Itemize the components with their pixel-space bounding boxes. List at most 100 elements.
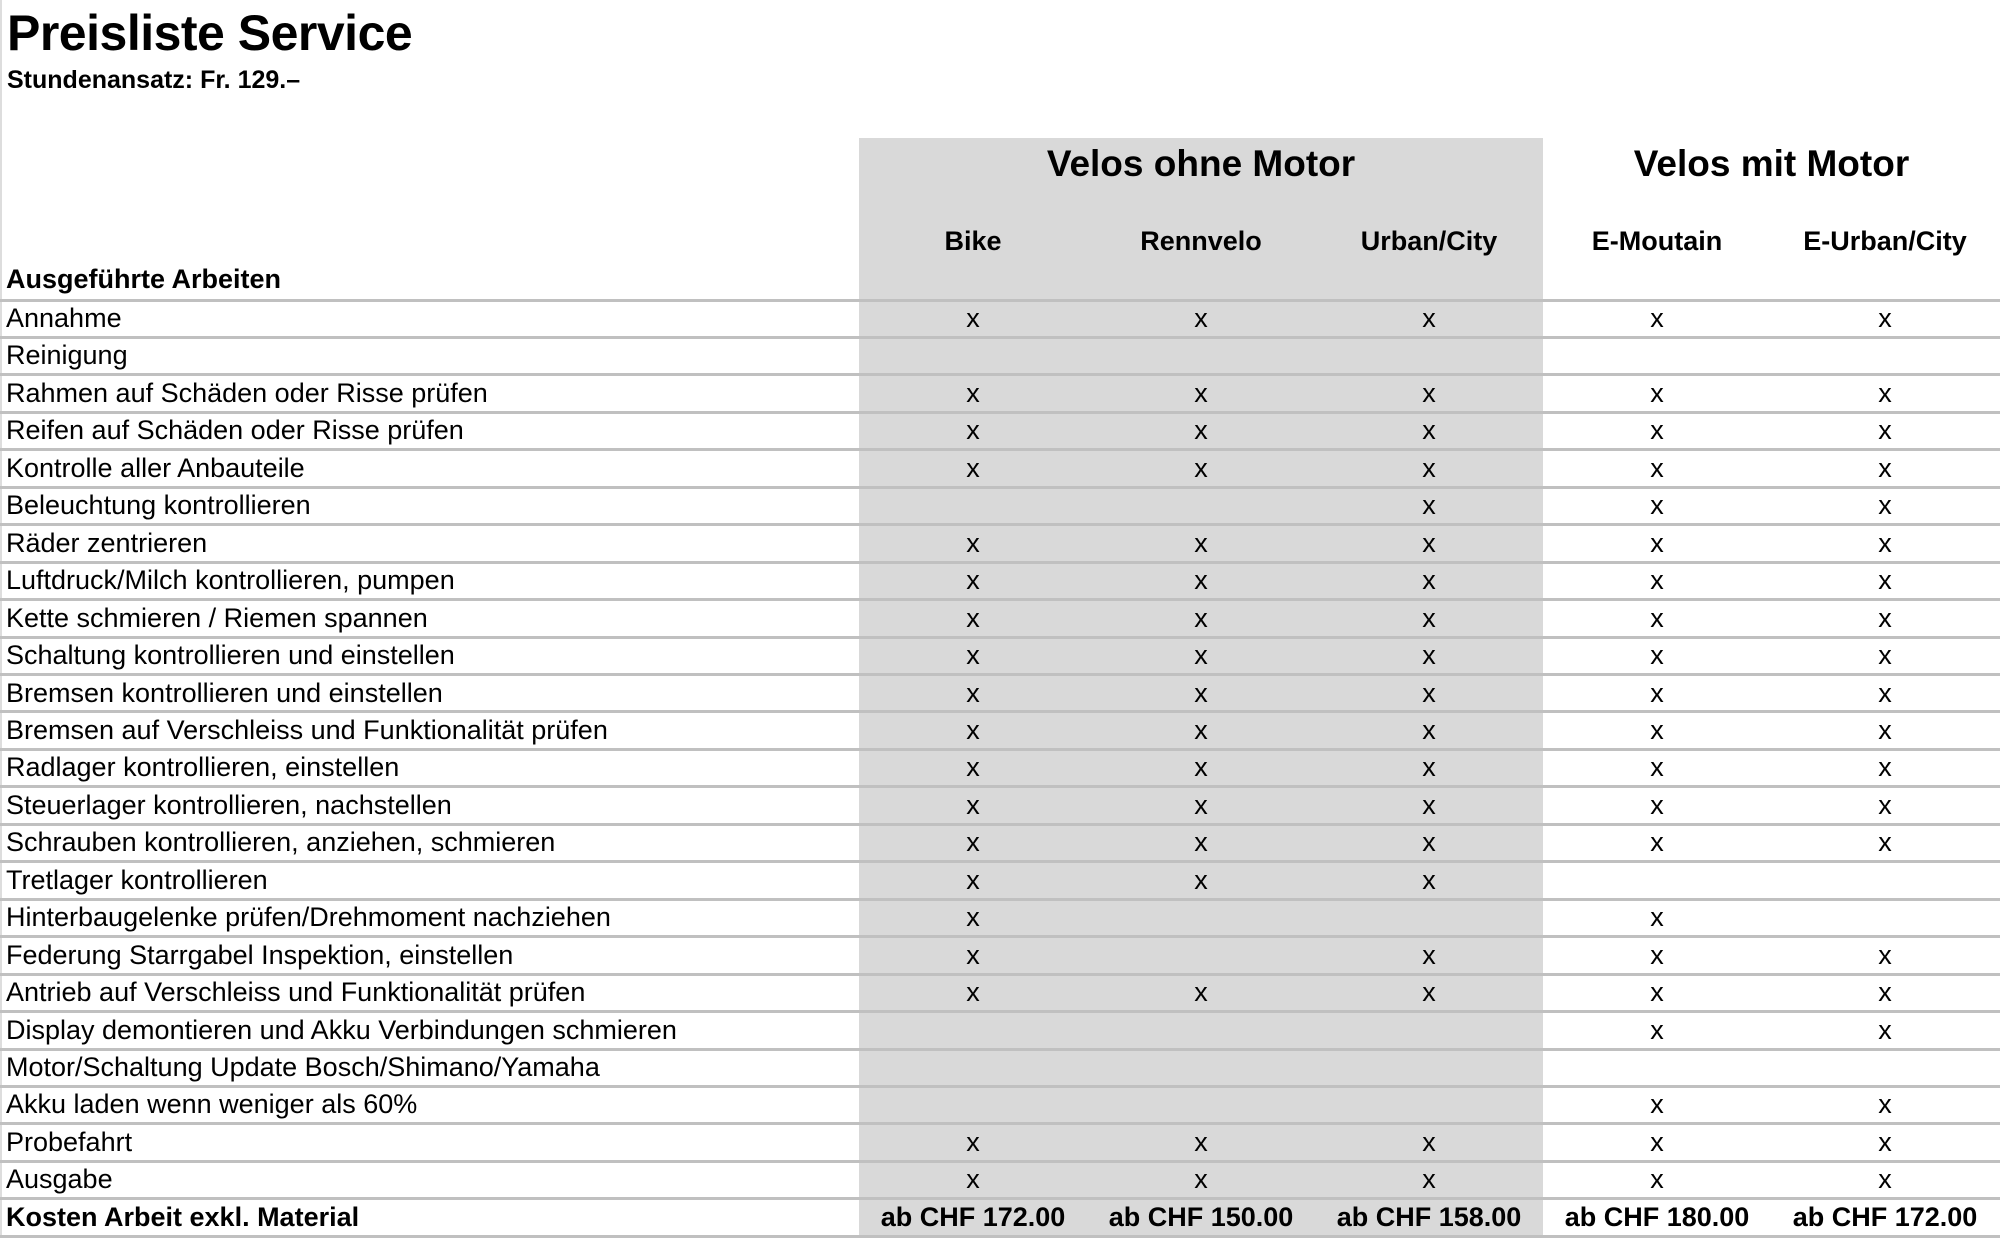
included-mark: x (1422, 377, 1436, 408)
total-price: ab CHF 158.00 (1336, 1201, 1522, 1232)
included-mark (1087, 937, 1315, 974)
included-mark: x (966, 752, 980, 783)
row-label: Ausgabe (6, 1164, 113, 1195)
included-mark: x (1650, 677, 1664, 708)
included-mark: x (1194, 565, 1208, 596)
total-price: ab CHF 172.00 (880, 1201, 1066, 1232)
included-mark: x (1650, 452, 1664, 483)
included-mark (1315, 899, 1543, 936)
included-mark (1771, 1049, 1999, 1086)
included-mark: x (966, 303, 980, 333)
row-divider (0, 560, 2000, 564)
row-label: Annahme (6, 303, 122, 333)
included-mark: x (1650, 490, 1664, 521)
included-mark: x (966, 827, 980, 858)
row-label: Tretlager kontrollieren (6, 864, 268, 895)
included-mark: x (1422, 565, 1436, 596)
included-mark: x (1650, 565, 1664, 596)
included-mark: x (1650, 714, 1664, 745)
included-mark: x (1878, 1164, 1892, 1195)
included-mark (1543, 862, 1771, 899)
total-price: ab CHF 150.00 (1108, 1201, 1294, 1232)
included-mark: x (1194, 527, 1208, 558)
row-divider (0, 373, 2000, 377)
included-mark: x (1878, 602, 1892, 633)
included-mark: x (1878, 1126, 1892, 1157)
included-mark: x (966, 1164, 980, 1195)
included-mark: x (1422, 827, 1436, 858)
row-label: Kontrolle aller Anbauteile (6, 452, 305, 483)
row-label: Bremsen auf Verschleiss und Funktionalit… (6, 714, 608, 745)
included-mark: x (966, 602, 980, 633)
included-mark (859, 1049, 1087, 1086)
included-mark: x (1878, 415, 1892, 446)
included-mark: x (1650, 752, 1664, 783)
included-mark: x (966, 977, 980, 1008)
row-label: Räder zentrieren (6, 527, 208, 558)
included-mark: x (1422, 1164, 1436, 1195)
row-label: Radlager kontrollieren, einstellen (6, 752, 400, 783)
included-mark: x (1878, 714, 1892, 745)
row-label: Bremsen kontrollieren und einstellen (6, 677, 443, 708)
row-divider (0, 673, 2000, 676)
included-mark: x (1194, 714, 1208, 745)
row-label: Luftdruck/Milch kontrollieren, pumpen (6, 565, 455, 596)
included-mark: x (1422, 789, 1436, 820)
included-mark: x (1878, 452, 1892, 483)
row-divider (0, 1084, 2000, 1088)
row-label: Schaltung kontrollieren und einstellen (6, 640, 455, 671)
included-mark (859, 487, 1087, 524)
included-mark: x (1650, 939, 1664, 970)
row-label: Probefahrt (6, 1126, 133, 1157)
row-divider (0, 785, 2000, 789)
included-mark: x (1878, 303, 1892, 333)
included-mark: x (1422, 864, 1436, 895)
row-divider (0, 935, 2000, 939)
row-divider (0, 1122, 2000, 1126)
included-mark: x (1194, 602, 1208, 633)
row-label: Federung Starrgabel Inspektion, einstell… (6, 939, 514, 970)
included-mark (1087, 899, 1315, 936)
included-mark: x (966, 939, 980, 970)
included-mark: x (966, 1126, 980, 1157)
included-mark: x (1650, 1126, 1664, 1157)
row-label: Rahmen auf Schäden oder Risse prüfen (6, 377, 488, 408)
row-label: Antrieb auf Verschleiss und Funktionalit… (6, 977, 586, 1008)
included-mark: x (1650, 377, 1664, 408)
included-mark: x (1422, 452, 1436, 483)
included-mark: x (1878, 377, 1892, 408)
row-label: Reinigung (6, 340, 128, 371)
included-mark: x (966, 789, 980, 820)
included-mark: x (1194, 415, 1208, 446)
included-mark: x (1422, 490, 1436, 521)
page-title: Preisliste Service (7, 5, 413, 61)
included-mark (1543, 337, 1771, 374)
included-mark: x (1422, 415, 1436, 446)
row-divider (0, 598, 2000, 602)
row-label: Akku laden wenn weniger als 60% (6, 1089, 418, 1120)
column-header: E-Urban/City (1803, 226, 1967, 256)
included-mark (1087, 337, 1315, 374)
row-divider (0, 860, 2000, 864)
included-mark: x (1650, 1014, 1664, 1045)
row-divider (0, 635, 2000, 639)
included-mark: x (1650, 415, 1664, 446)
row-divider (0, 523, 2000, 527)
included-mark: x (1650, 303, 1664, 333)
included-mark: x (1194, 752, 1208, 783)
included-mark: x (1878, 527, 1892, 558)
included-mark: x (966, 415, 980, 446)
row-divider (0, 822, 2000, 826)
included-mark (1315, 1012, 1543, 1049)
row-divider (0, 897, 2000, 901)
included-mark (1771, 862, 1999, 899)
included-mark: x (1878, 752, 1892, 783)
included-mark: x (1650, 977, 1664, 1008)
row-divider (0, 710, 2000, 714)
group-header-no-motor: Velos ohne Motor (1046, 143, 1356, 184)
included-mark: x (1650, 789, 1664, 820)
included-mark: x (1650, 1089, 1664, 1120)
included-mark: x (1194, 452, 1208, 483)
included-mark (1087, 1049, 1315, 1086)
row-divider (0, 448, 2000, 452)
